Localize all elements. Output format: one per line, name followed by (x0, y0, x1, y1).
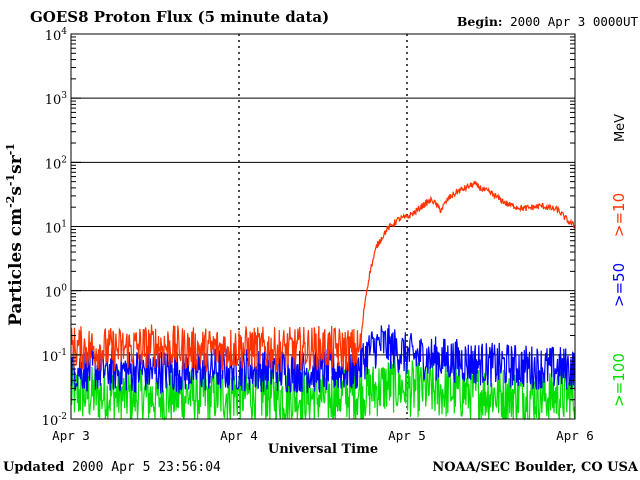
x-tick-label-3: Apr 6 (556, 428, 594, 443)
begin-value: 2000 Apr 3 0000UT (510, 14, 638, 29)
x-axis-label: Universal Time (268, 442, 378, 457)
credit-line: NOAA/SEC Boulder, CO USA (432, 460, 638, 475)
y-tick-label-6: 104 (45, 27, 68, 44)
x-tick-label-1: Apr 4 (220, 428, 258, 443)
legend-entry-0: >=10 (610, 193, 628, 237)
updated-value: 2000 Apr 5 23:56:04 (72, 460, 221, 475)
y-tick-label-0: 10-2 (42, 412, 67, 429)
x-tick-label-0: Apr 3 (52, 428, 90, 443)
series-line-0 (70, 180, 576, 373)
chart-title: GOES8 Proton Flux (5 minute data) (30, 8, 330, 26)
y-axis-label: Particles cm-2s-1sr-1 (4, 143, 26, 326)
legend-entry-1: >=50 (610, 263, 628, 307)
y-tick-label-3: 101 (45, 220, 67, 237)
legend-entry-2: >=100 (610, 353, 628, 407)
y-tick-label-5: 103 (45, 91, 68, 108)
series-layer (70, 180, 576, 422)
y-tick-label-4: 102 (45, 155, 67, 172)
axis-layer (70, 33, 576, 420)
begin-label: Begin: (456, 14, 503, 29)
updated-label: Updated (3, 460, 65, 475)
label-layer: 10-2 10-1 100 101 102 103 104 Apr 3 Apr 4 Apr 5 Ap… (4, 27, 628, 457)
begin-time: Begin: 2000 Apr 3 0000UT (456, 14, 638, 29)
series-line-1 (70, 324, 576, 394)
updated-timestamp: Updated 2000 Apr 5 23:56:04 (3, 461, 221, 474)
legend-unit: MeV (613, 114, 628, 142)
y-tick-label-2: 100 (45, 284, 68, 301)
x-tick-label-2: Apr 5 (388, 428, 426, 443)
y-tick-label-1: 10-1 (42, 348, 67, 365)
